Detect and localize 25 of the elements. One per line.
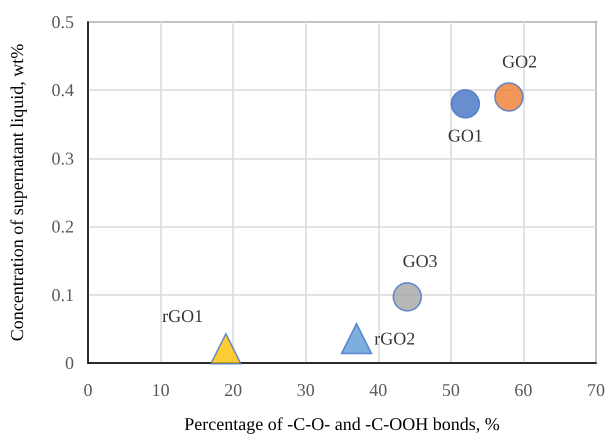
series-label: GO3 (402, 251, 438, 272)
x-tick-label: 70 (587, 380, 605, 400)
y-tick-label: 0.1 (52, 284, 74, 305)
y-tick-label: 0.4 (52, 80, 74, 100)
x-tick-label: 30 (296, 380, 315, 400)
x-axis-title: Percentage of -C-O- and -C-OOH bonds, % (184, 414, 500, 434)
series-label: rGO2 (374, 328, 416, 349)
point (494, 82, 524, 112)
y-tick-label: 0.5 (52, 12, 74, 32)
y-axis-title: Concentration of supernatant liquid, wt% (7, 44, 27, 342)
series-label: GO1 (448, 126, 483, 146)
x-tick-label: 20 (224, 380, 242, 400)
x-tick-label: 50 (442, 380, 460, 400)
point (340, 322, 372, 354)
x-tick-label: 60 (514, 380, 532, 400)
point (450, 89, 480, 119)
y-tick-label: 0 (65, 353, 74, 373)
y-tick-label: 0.3 (52, 148, 74, 168)
series-label: rGO1 (162, 306, 204, 326)
series-label: GO2 (502, 51, 538, 72)
point (210, 333, 242, 365)
x-tick-label: 40 (369, 380, 388, 400)
y-tick-label: 0.2 (52, 216, 74, 237)
x-tick-label: 0 (84, 380, 92, 400)
x-tick-label: 10 (152, 380, 170, 400)
